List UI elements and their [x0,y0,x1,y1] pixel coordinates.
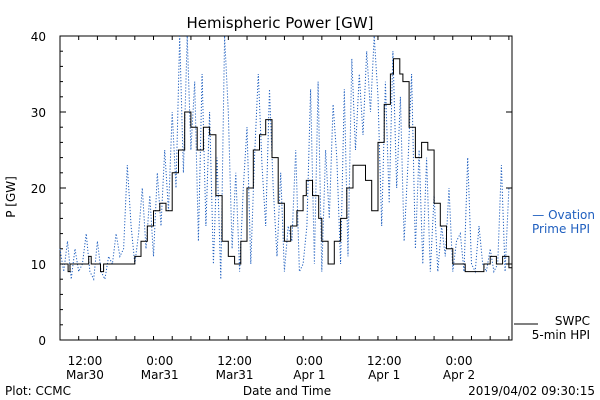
x-tick-label-date: Apr 1 [368,368,400,382]
x-tick-label-date: Apr 1 [293,368,325,382]
x-tick-label-date: Mar31 [216,368,254,382]
x-tick-label-time: 0:00 [146,354,173,368]
y-tick-label: 40 [31,30,46,44]
footer-x-axis-label: Date and Time [243,384,331,398]
footer-plot-source: Plot: CCMC [5,384,71,398]
x-tick-label-time: 0:00 [446,354,473,368]
legend-ovation-prime-hpi: — Ovation Prime HPI [532,208,595,236]
legend-swpc-line2: 5-min HPI [532,328,590,342]
x-tick-label-time: 12:00 [217,354,252,368]
legend-ovation-line2: Prime HPI [532,222,590,236]
legend-swpc-5min-hpi: SWPC 5-min HPI [514,314,590,342]
x-tick-label-time: 12:00 [68,354,103,368]
legend-swpc-line1: SWPC [555,314,590,328]
x-tick-label-date: Mar30 [66,368,104,382]
footer-timestamp: 2019/04/02 09:30:15 [468,384,595,398]
x-tick-label-time: 12:00 [367,354,402,368]
y-axis: 0 10 20 30 40 [31,30,512,348]
series-layer [59,35,513,281]
plot-frame [59,35,513,341]
y-tick-label: 20 [31,182,46,196]
y-tick-label: 30 [31,106,46,120]
plot-area [59,35,513,341]
x-tick-label-date: Mar31 [141,368,179,382]
series-line-swpc-5min-hpi [60,58,513,273]
x-tick-label-date: Apr 2 [443,368,475,382]
chart-title: Hemispheric Power [GW] [187,14,374,32]
x-tick-label-time: 0:00 [296,354,323,368]
y-tick-label: 0 [38,334,46,348]
y-tick-label: 10 [31,258,46,272]
legend-ovation-line1: — Ovation [532,208,595,222]
y-axis-label: P [GW] [4,176,18,218]
series-line-ovation-prime-hpi [59,35,510,281]
